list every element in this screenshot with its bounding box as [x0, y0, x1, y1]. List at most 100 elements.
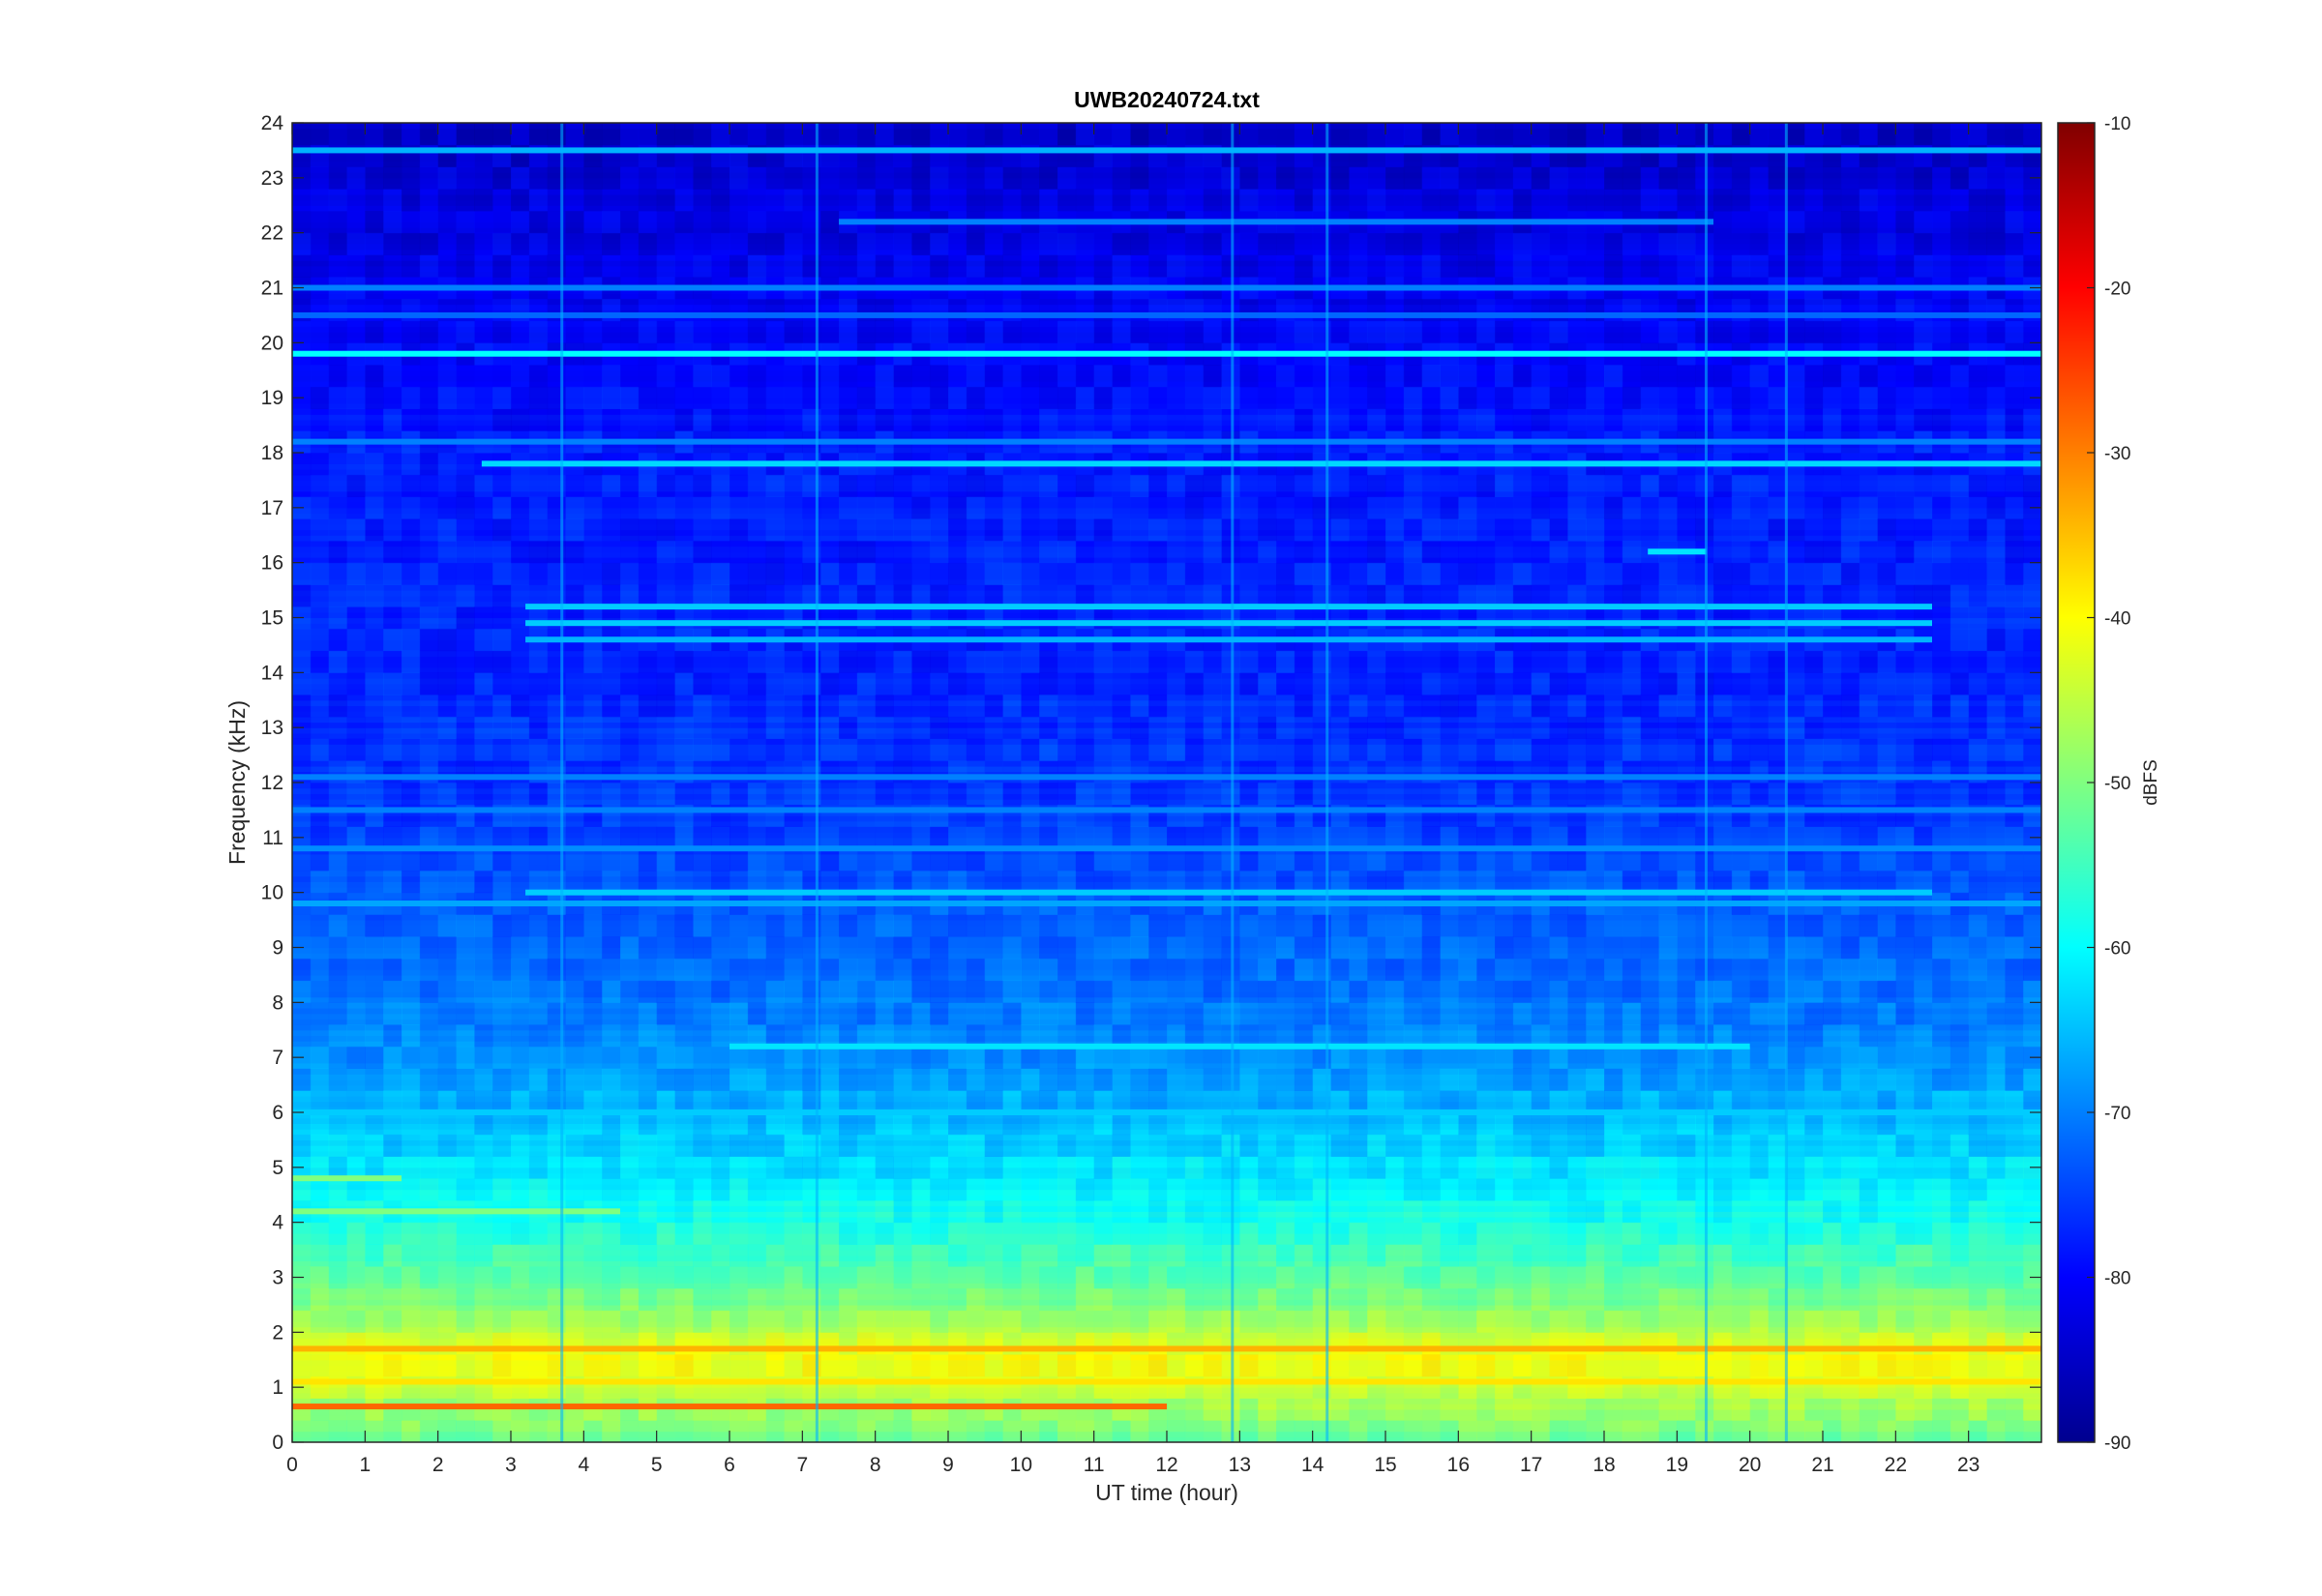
spectrogram-cell [930, 1134, 949, 1157]
spectrogram-cell [620, 518, 640, 542]
spectrogram-cell [1075, 783, 1095, 806]
spectrogram-cell [1349, 1287, 1368, 1312]
spectrogram-cell [1677, 1398, 1696, 1421]
spectrogram-cell [1057, 518, 1077, 542]
spectrogram-cell [383, 606, 402, 630]
spectrogram-cell [1258, 496, 1277, 519]
spectrogram-cell [1440, 914, 1459, 937]
spectrogram-cell [1476, 848, 1496, 872]
spectrogram-cell [383, 958, 402, 982]
spectrogram-cell [1695, 1090, 1714, 1113]
spectrogram-cell [1221, 1266, 1240, 1289]
spectrogram-cell [747, 716, 767, 740]
spectrogram-cell [839, 166, 858, 190]
spectrogram-cell [1421, 1024, 1441, 1048]
spectrogram-cell [1658, 474, 1678, 497]
spectrogram-cell [984, 1287, 1003, 1312]
spectrogram-cell [893, 958, 912, 982]
spectrogram-cell [1440, 1112, 1459, 1136]
spectrogram-cell [328, 1046, 347, 1070]
spectrogram-cell [1604, 1178, 1623, 1201]
spectrogram-cell [948, 474, 968, 497]
spectrogram-cell [729, 783, 749, 806]
spectrogram-cell [419, 826, 439, 849]
spectrogram-cell [856, 1024, 877, 1048]
spectrogram-cell [565, 1002, 584, 1025]
spectrogram-cell [966, 672, 986, 695]
spectrogram-cell [1440, 562, 1459, 585]
spectrogram-cell [328, 870, 347, 894]
spectrogram-cell [1221, 540, 1240, 564]
spectrogram-cell [638, 166, 658, 190]
spectrogram-cell [620, 254, 640, 278]
spectrogram-cell [1239, 474, 1259, 497]
spectrogram-cell [966, 189, 986, 212]
spectrogram-cell [1294, 783, 1314, 806]
spectrogram-cell [292, 1398, 312, 1421]
spectrogram-cell [1622, 1134, 1642, 1157]
spectrogram-cell [1239, 386, 1259, 410]
spectrogram-cell [1002, 1068, 1022, 1091]
spectrogram-cell [1130, 1178, 1149, 1201]
spectrogram-cell [328, 210, 347, 234]
spectrogram-cell [1367, 1178, 1386, 1201]
spectrogram-cell [638, 1398, 658, 1421]
spectrogram-cell [1658, 650, 1678, 673]
spectrogram-cell [402, 738, 421, 761]
spectrogram-cell [1039, 1134, 1058, 1157]
spectrogram-cell [1148, 1266, 1168, 1289]
spectrogram-cell [1677, 1199, 1696, 1224]
spectrogram-cell [437, 1244, 457, 1267]
spectrogram-cell [474, 496, 493, 519]
spectrogram-cell [365, 826, 384, 849]
spectrogram-cell [1057, 474, 1077, 497]
spectrogram-cell [765, 826, 785, 849]
spectrogram-cell [839, 408, 858, 431]
spectrogram-cell [638, 650, 658, 673]
spectrogram-cell [1586, 1178, 1605, 1201]
spectrogram-cell [365, 496, 384, 519]
spectrogram-cell [820, 980, 840, 1003]
spectrogram-cell [693, 1266, 712, 1289]
spectrogram-cell [1695, 1024, 1714, 1048]
spectrogram-cell [1677, 408, 1696, 431]
spectrogram-cell [1604, 1112, 1623, 1136]
spectrogram-cell [1476, 695, 1496, 718]
spectrogram-band [292, 287, 2041, 294]
spectrogram-cell [1458, 1046, 1477, 1070]
spectrogram-cell [310, 584, 330, 607]
spectrogram-cell [1239, 1068, 1259, 1091]
spectrogram-cell [1385, 1287, 1405, 1312]
spectrogram-cell [1586, 1199, 1605, 1224]
spectrogram-cell [1184, 870, 1205, 894]
spectrogram-cell [729, 1310, 749, 1333]
spectrogram-cell [1549, 254, 1568, 278]
spectrogram-cell [930, 716, 949, 740]
spectrogram-cell [1440, 474, 1459, 497]
spectrogram-cell [1093, 980, 1113, 1003]
spectrogram-cell [1367, 1068, 1386, 1091]
spectrogram-cell [765, 1112, 785, 1136]
spectrogram-cell [911, 1354, 931, 1377]
spectrogram-cell [1531, 1266, 1550, 1289]
spectrogram-cell [765, 695, 785, 718]
spectrogram-cell [1440, 1178, 1459, 1201]
spectrogram-cell [820, 123, 840, 146]
spectrogram-cell [839, 783, 858, 806]
spectrogram-cell [1093, 1244, 1113, 1267]
spectrogram-cell [984, 189, 1003, 212]
spectrogram-cell [1021, 1222, 1040, 1245]
spectrogram-cell [1658, 1112, 1678, 1136]
spectrogram-cell [966, 1266, 986, 1289]
spectrogram-cell [1440, 672, 1459, 695]
spectrogram-cell [1385, 320, 1405, 343]
spectrogram-cell [1458, 1178, 1477, 1201]
spectrogram-cell [565, 210, 584, 234]
spectrogram-cell [656, 1287, 675, 1312]
spectrogram-cell [1677, 584, 1696, 607]
spectrogram-cell [948, 672, 968, 695]
spectrogram-cell [674, 254, 694, 278]
spectrogram-cell [747, 1178, 767, 1201]
spectrogram-cell [1622, 1287, 1642, 1312]
spectrogram-cell [1203, 1266, 1222, 1289]
